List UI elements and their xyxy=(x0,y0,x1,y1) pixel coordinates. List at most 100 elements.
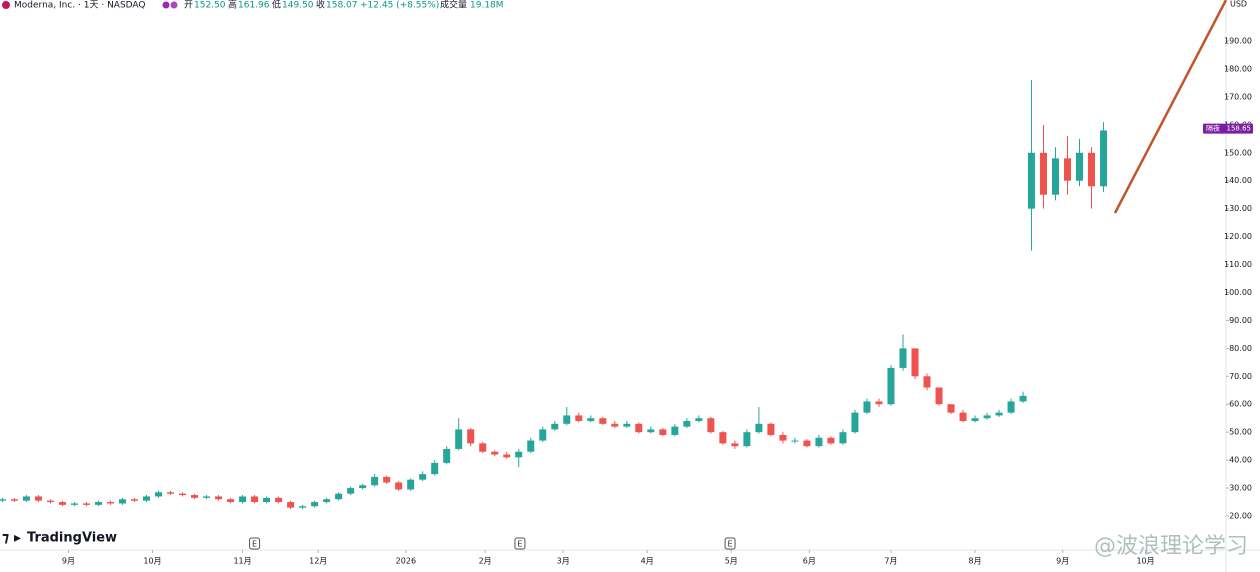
header-text: 成交量 xyxy=(440,0,467,11)
x-tick-label: 9月 xyxy=(1056,557,1069,566)
header-text: 152.50 xyxy=(194,1,226,11)
candle-body xyxy=(335,493,343,500)
y-tick-label: 90.00 xyxy=(1229,316,1252,325)
candle-body xyxy=(599,418,607,424)
y-tick-label: 190.00 xyxy=(1224,37,1252,46)
candle-body xyxy=(167,492,175,494)
candle-body xyxy=(539,429,547,441)
candle-body xyxy=(371,476,379,486)
currency: USD xyxy=(1230,0,1247,9)
header-text: 高 xyxy=(228,0,237,11)
candle-body xyxy=(683,421,691,427)
candle-body xyxy=(779,434,787,441)
candle-body xyxy=(803,440,811,447)
y-tick-label: 50.00 xyxy=(1229,428,1252,437)
header-text: Moderna, Inc. · 1天 · NASDAQ xyxy=(14,1,146,11)
candle-body xyxy=(887,367,895,405)
logo: ⁊ ▸ TradingView xyxy=(2,530,117,546)
candle-body xyxy=(1019,395,1027,402)
y-tick-label: 130.00 xyxy=(1224,204,1252,213)
candle-body xyxy=(155,492,163,497)
candle-body xyxy=(179,493,187,496)
candle-body xyxy=(479,443,487,452)
candle-body xyxy=(755,423,763,433)
header-text: 19.18M xyxy=(470,1,504,11)
y-tick-label: 100.00 xyxy=(1224,288,1252,297)
candle-body xyxy=(875,401,883,405)
candle-body xyxy=(983,415,991,419)
candle-body xyxy=(1051,158,1059,195)
candle-body xyxy=(971,418,979,422)
candle-body xyxy=(635,423,643,433)
candle-body xyxy=(611,423,619,427)
y-tick-label: 150.00 xyxy=(1224,148,1252,157)
x-tick-label: 2月 xyxy=(479,557,492,566)
candle-body xyxy=(767,423,775,435)
x-tick-label: 8月 xyxy=(968,557,981,566)
logo-mark: ⁊ ▸ xyxy=(2,530,21,546)
x-tick-label: 11月 xyxy=(233,557,251,566)
candle-body xyxy=(743,432,751,447)
candle-body xyxy=(719,432,727,444)
header-text: 开 xyxy=(184,0,193,11)
candle-body xyxy=(215,496,223,500)
candle-body xyxy=(623,423,631,427)
candle-body xyxy=(58,502,66,505)
candle-body xyxy=(275,497,283,503)
candle-body xyxy=(82,503,90,505)
x-tick-label: 4月 xyxy=(641,557,654,566)
candle-body xyxy=(1007,401,1015,413)
earnings-marker xyxy=(724,537,736,550)
candle-body xyxy=(407,479,415,490)
candle-body xyxy=(22,496,30,501)
last-price-label: 隔夜 xyxy=(1206,124,1220,133)
candle-body xyxy=(34,496,42,501)
candle-body xyxy=(1039,152,1047,195)
candle-body xyxy=(10,499,18,501)
y-tick-label: 120.00 xyxy=(1224,232,1252,241)
header-text: 收 xyxy=(316,0,325,11)
candle-body xyxy=(491,451,499,455)
candle-body xyxy=(455,429,463,449)
candle-body xyxy=(239,496,247,503)
candle-body xyxy=(227,499,235,503)
candle-body xyxy=(671,426,679,435)
candle-body xyxy=(839,432,847,444)
trend-line-drawing[interactable] xyxy=(1113,0,1228,214)
candle-body xyxy=(1027,152,1035,209)
candle-body xyxy=(118,499,126,504)
header-text: +12.45 (+8.55%) xyxy=(360,1,439,11)
candle-body xyxy=(395,482,403,490)
brand: TradingView xyxy=(27,531,117,546)
candle-body xyxy=(0,499,6,501)
earnings-label: E xyxy=(517,540,522,549)
x-tick-label: 12月 xyxy=(309,557,327,566)
candle-body xyxy=(551,423,559,430)
y-tick-label: 110.00 xyxy=(1224,260,1252,269)
candle-body xyxy=(419,474,427,480)
candle-body xyxy=(1088,152,1096,187)
watermark: @波浪理论学习 xyxy=(1094,534,1248,559)
candle-body xyxy=(515,451,523,458)
y-tick-label: 170.00 xyxy=(1224,92,1252,101)
candle-body xyxy=(443,448,451,463)
earnings-label: E xyxy=(728,540,733,549)
y-tick-label: 140.00 xyxy=(1224,176,1252,185)
candle-body xyxy=(503,454,511,458)
candle-body xyxy=(863,401,871,413)
candle-body xyxy=(731,443,739,447)
x-tick-label: 6月 xyxy=(803,557,816,566)
candle-body xyxy=(311,502,319,507)
x-tick-label: 7月 xyxy=(884,557,897,566)
candle-body xyxy=(383,476,391,483)
y-tick-label: 60.00 xyxy=(1229,400,1252,409)
candle-body xyxy=(130,499,138,501)
candle-body xyxy=(695,418,703,422)
y-tick-label: 20.00 xyxy=(1229,512,1252,521)
last-price-value: 158.65 xyxy=(1227,125,1252,133)
candle-body xyxy=(251,496,259,503)
candle-body xyxy=(815,437,823,447)
candle-body xyxy=(587,418,595,422)
candle-body xyxy=(791,440,799,442)
